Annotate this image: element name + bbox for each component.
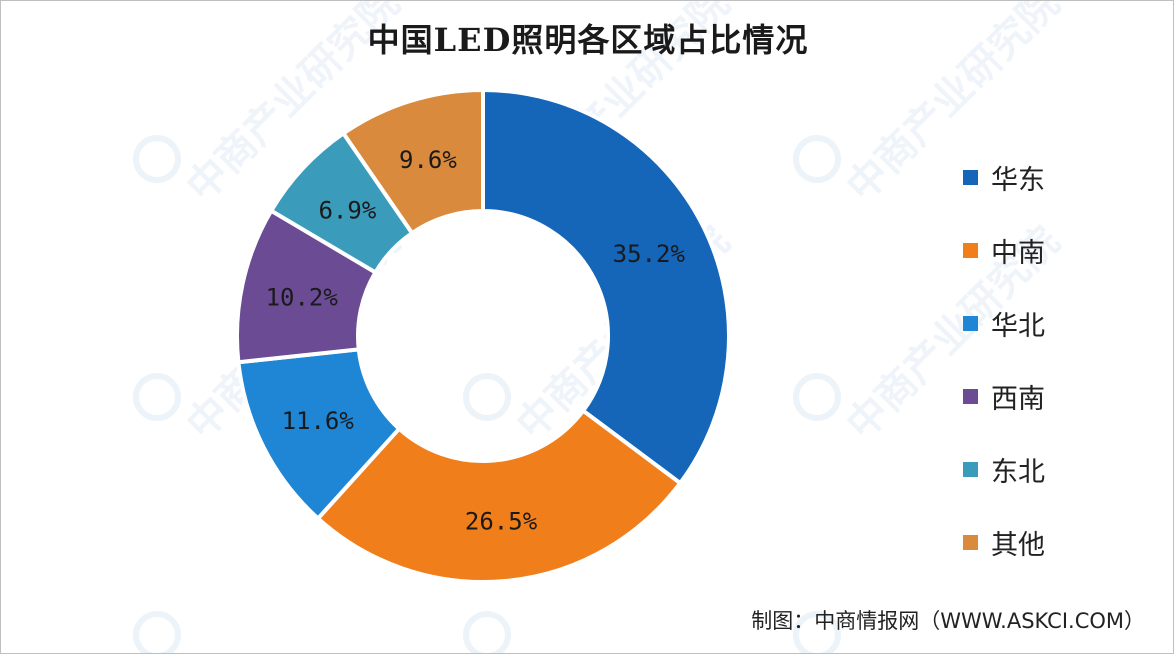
- legend-swatch: [963, 535, 978, 550]
- legend-swatch: [963, 389, 978, 404]
- legend-label: 西南: [991, 384, 1045, 415]
- legend-item: 华北: [963, 287, 1045, 360]
- source-note: 制图：中商情报网（WWW.ASKCI.COM）: [751, 609, 1145, 633]
- legend-label: 其他: [991, 530, 1045, 561]
- slice-data-label: 10.2%: [266, 284, 339, 312]
- slice-data-label: 35.2%: [613, 240, 686, 268]
- slice-data-label: 9.6%: [399, 146, 457, 174]
- chart-title: 中国LED照明各区域占比情况: [367, 21, 809, 59]
- legend-item: 其他: [963, 506, 1045, 579]
- slice-data-label: 26.5%: [465, 508, 538, 536]
- slice-data-label: 11.6%: [282, 407, 355, 435]
- legend-swatch: [963, 316, 978, 331]
- legend-item: 华东: [963, 141, 1045, 214]
- legend-label: 华北: [991, 311, 1045, 342]
- donut-slice: [340, 87, 485, 236]
- legend-item: 中南: [963, 214, 1045, 287]
- donut-slice: [315, 407, 683, 584]
- legend-swatch: [963, 243, 978, 258]
- legend-swatch: [963, 170, 978, 185]
- legend-item: 东北: [963, 433, 1045, 506]
- legend-swatch: [963, 462, 978, 477]
- legend-label: 中南: [991, 238, 1045, 269]
- legend-label: 华东: [991, 165, 1045, 196]
- donut-slice: [481, 87, 731, 486]
- legend-item: 西南: [963, 360, 1045, 433]
- legend-label: 东北: [991, 457, 1045, 488]
- slice-data-label: 6.9%: [318, 196, 376, 224]
- chart-legend: 华东中南华北西南东北其他: [963, 141, 1045, 579]
